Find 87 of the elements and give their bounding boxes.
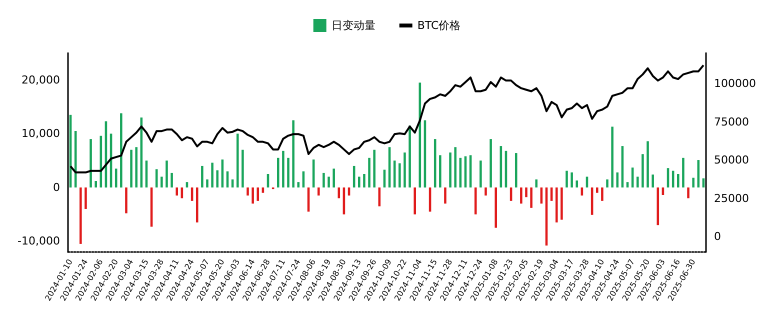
bar — [530, 187, 532, 208]
y-tick-label: 20,000 — [22, 73, 60, 86]
bar — [363, 174, 366, 188]
bar — [606, 179, 608, 188]
y2-tick-label: 100000 — [714, 77, 756, 90]
bar — [601, 187, 604, 201]
bar — [566, 170, 568, 188]
y-tick-label: -10,000 — [18, 234, 60, 248]
bar — [408, 126, 411, 188]
y2-tick-label: 50000 — [714, 154, 749, 167]
bar — [84, 187, 87, 209]
bar — [480, 160, 482, 188]
bar — [692, 178, 694, 188]
bar — [454, 147, 456, 188]
bar — [216, 170, 219, 188]
bar — [287, 158, 290, 188]
bar — [176, 187, 178, 196]
bar — [211, 162, 214, 188]
y-tick-label: 10,000 — [22, 127, 60, 140]
bar — [555, 187, 558, 222]
bar — [404, 152, 406, 188]
bar — [332, 168, 335, 188]
bar — [414, 187, 416, 214]
bar — [642, 154, 644, 188]
bar — [586, 176, 588, 188]
bar — [358, 176, 360, 188]
bar — [514, 153, 518, 188]
bar — [576, 180, 578, 188]
bar — [282, 150, 284, 188]
y2-tick-label: 25000 — [714, 192, 749, 205]
bar — [520, 187, 522, 204]
bar — [494, 187, 498, 228]
bar — [206, 179, 208, 188]
bar — [449, 152, 452, 188]
bar — [560, 187, 563, 220]
bar — [186, 182, 188, 188]
bar — [170, 172, 173, 188]
bar — [682, 158, 684, 188]
bar — [262, 187, 264, 193]
bar — [439, 155, 442, 188]
y2-tick-label: 75000 — [714, 115, 749, 128]
bar — [276, 158, 280, 188]
bar — [94, 181, 97, 188]
bar — [256, 187, 260, 201]
bar — [652, 174, 654, 188]
bar — [368, 158, 370, 188]
bar — [318, 187, 320, 196]
bar — [616, 172, 619, 188]
bar — [646, 141, 649, 188]
legend-label: BTC价格 — [417, 19, 461, 32]
bar — [484, 187, 487, 196]
bar — [242, 150, 244, 188]
bar — [236, 134, 239, 188]
legend-label: 日变动量 — [331, 19, 376, 32]
bar — [535, 179, 538, 188]
bar — [490, 139, 492, 188]
bar — [328, 176, 330, 188]
y2-tick-label: 0 — [714, 230, 721, 244]
bar — [444, 187, 446, 204]
bar — [252, 187, 254, 204]
bar — [474, 187, 477, 214]
bar — [611, 126, 614, 188]
bar — [160, 176, 163, 188]
bar — [570, 172, 573, 188]
bar — [246, 187, 249, 196]
bar — [596, 187, 598, 193]
bar — [677, 174, 680, 188]
bar — [525, 187, 528, 198]
bar — [90, 139, 92, 188]
bar — [196, 187, 198, 222]
bar — [687, 187, 690, 198]
bar — [322, 172, 325, 188]
bar — [135, 147, 138, 188]
bar — [125, 187, 128, 214]
bar — [155, 169, 158, 188]
bar — [626, 182, 629, 188]
bar — [297, 182, 300, 188]
bar — [398, 163, 401, 188]
bar — [292, 120, 294, 188]
y-tick-label: 0 — [53, 180, 60, 194]
bar — [373, 150, 376, 188]
bar — [636, 176, 639, 188]
bar — [166, 160, 168, 188]
bar — [201, 166, 204, 188]
bar — [130, 150, 132, 188]
bar — [120, 113, 122, 188]
bar — [80, 187, 82, 244]
